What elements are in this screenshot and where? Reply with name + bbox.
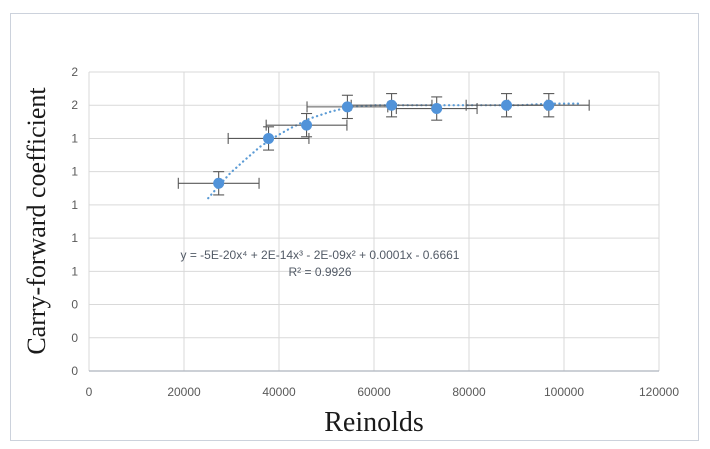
y-tick-label: 1 (71, 131, 78, 145)
x-tick-label: 120000 (639, 385, 679, 399)
x-tick-label: 20000 (167, 385, 201, 399)
y-tick-label: 2 (71, 98, 78, 112)
y-tick-label: 1 (71, 231, 78, 245)
data-point (431, 103, 443, 115)
data-point (386, 99, 398, 111)
data-point (301, 119, 313, 131)
x-tick-label: 0 (86, 385, 93, 399)
y-axis-title: Carry-forward coefficient (22, 87, 51, 355)
x-tick-label: 100000 (544, 385, 584, 399)
data-point (501, 99, 513, 111)
y-tick-label: 1 (71, 198, 78, 212)
y-tick-label: 0 (71, 331, 78, 345)
data-point (263, 132, 275, 144)
data-point (213, 177, 225, 189)
y-tick-label: 0 (71, 298, 78, 312)
figure-border (10, 13, 699, 441)
data-point (341, 101, 353, 113)
x-tick-label: 60000 (357, 385, 391, 399)
y-tick-label: 1 (71, 165, 78, 179)
y-tick-label: 1 (71, 264, 78, 278)
x-axis-title: Reinolds (324, 407, 424, 438)
y-tick-label: 2 (71, 65, 78, 79)
trendline (207, 102, 582, 200)
x-tick-label: 80000 (452, 385, 486, 399)
trendline-equation: y = -5E-20x⁴ + 2E-14x³ - 2E-09x² + 0.000… (180, 248, 460, 262)
x-tick-label: 40000 (262, 385, 296, 399)
trendline-annotation: y = -5E-20x⁴ + 2E-14x³ - 2E-09x² + 0.000… (181, 247, 460, 281)
r-squared-label: R² = 0.9926 (288, 265, 352, 279)
data-point (543, 99, 555, 111)
y-tick-label: 0 (71, 364, 78, 378)
